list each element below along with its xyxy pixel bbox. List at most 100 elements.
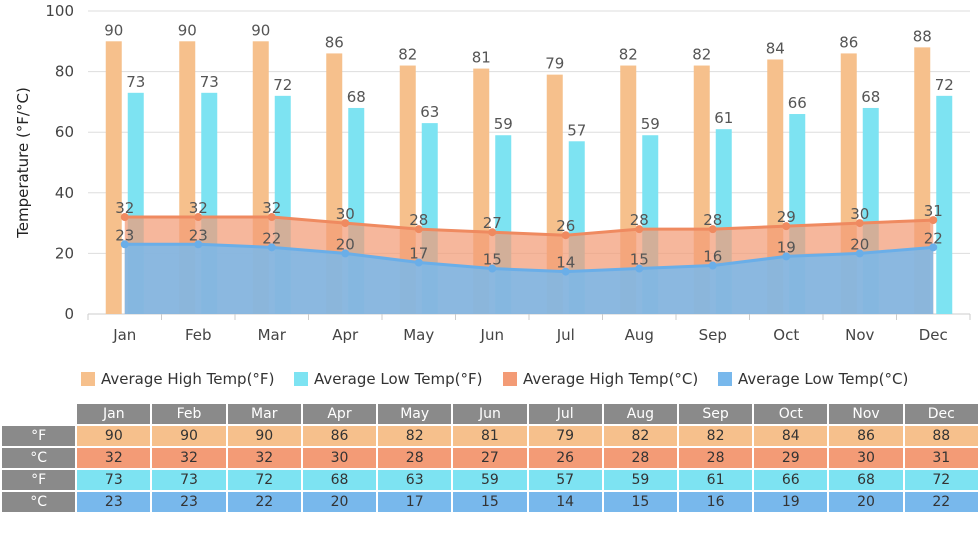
table-header-month: Mar	[227, 404, 301, 424]
label-low-c: 17	[409, 244, 428, 262]
legend-swatch	[503, 372, 517, 386]
legend-item[interactable]: Average High Temp(°C)	[503, 366, 698, 392]
table-row: °C 32 32 32 30 28 27 26 28 28 29 30 31	[2, 448, 978, 468]
area-low-c	[124, 244, 934, 314]
label-high-f: 90	[104, 21, 123, 39]
label-low-c: 23	[115, 226, 134, 244]
table-row-label: °F	[2, 470, 76, 490]
table-cell: 31	[904, 448, 978, 468]
label-high-f: 79	[545, 55, 564, 73]
point-high-c	[488, 228, 497, 237]
label-low-f: 59	[641, 115, 660, 133]
label-high-c: 32	[262, 199, 281, 217]
table-cell: 68	[302, 470, 377, 490]
table-cell: 30	[829, 448, 903, 468]
label-high-f: 86	[325, 33, 344, 51]
table-row-label: °C	[2, 448, 76, 468]
table-cell: 23	[152, 492, 226, 512]
label-high-c: 31	[924, 202, 943, 220]
label-low-f: 57	[567, 121, 586, 139]
label-low-f: 72	[273, 76, 292, 94]
table-cell: 90	[77, 426, 151, 446]
point-low-c	[635, 264, 644, 273]
point-low-c	[267, 243, 276, 252]
label-high-f: 90	[251, 21, 270, 39]
table-cell: 90	[227, 426, 301, 446]
bar-high-f	[105, 41, 122, 315]
table-row: °F 73 73 72 68 63 59 57 59 61 66 68 72	[2, 470, 978, 490]
table-cell: 72	[904, 470, 978, 490]
table-header-month: Jan	[77, 404, 151, 424]
label-high-f: 90	[178, 21, 197, 39]
legend-label: Average High Temp(°C)	[523, 370, 699, 388]
y-tick-label: 100	[45, 2, 74, 20]
point-high-c	[708, 225, 717, 234]
table-cell: 26	[528, 448, 602, 468]
y-axis-label: Temperature (°F/°C)	[14, 87, 32, 239]
point-high-c	[194, 213, 203, 222]
label-low-f: 68	[861, 88, 880, 106]
x-tick-label: Nov	[845, 326, 874, 344]
table-cell: 32	[77, 448, 151, 468]
table-cell: 82	[603, 426, 677, 446]
y-tick-label: 80	[55, 63, 74, 81]
table-cell: 73	[152, 470, 226, 490]
line-low-c	[124, 242, 934, 274]
label-low-f: 73	[126, 73, 145, 91]
table-cell: 73	[77, 470, 151, 490]
table-row: °F 90 90 90 86 82 81 79 82 82 84 86 88	[2, 426, 978, 446]
legend-label: Average Low Temp(°C)	[738, 370, 909, 388]
table-cell: 68	[829, 470, 903, 490]
table-cell: 57	[528, 470, 602, 490]
label-low-c: 22	[262, 229, 281, 247]
table-row-label: °C	[2, 492, 76, 512]
table-cell: 28	[378, 448, 452, 468]
point-high-c	[929, 216, 938, 225]
table-header-month: Feb	[152, 404, 226, 424]
label-high-c: 26	[556, 217, 575, 235]
table-cell: 82	[378, 426, 452, 446]
label-high-c: 28	[409, 211, 428, 229]
label-low-c: 23	[189, 226, 208, 244]
table-cell: 82	[678, 426, 753, 446]
table-cell: 14	[528, 492, 602, 512]
x-tick-label: Jul	[556, 326, 575, 344]
label-high-f: 82	[619, 46, 638, 64]
table-header-month: Jul	[528, 404, 602, 424]
legend-item[interactable]: Average High Temp(°F)	[81, 366, 274, 392]
chart-legend: Average High Temp(°F) Average Low Temp(°F…	[0, 366, 980, 392]
label-high-c: 28	[630, 211, 649, 229]
label-high-f: 86	[839, 33, 858, 51]
x-tick-label: Aug	[625, 326, 654, 344]
table-cell: 15	[453, 492, 527, 512]
legend-item[interactable]: Average Low Temp(°F)	[294, 366, 482, 392]
table-cell: 86	[302, 426, 377, 446]
x-tick-label: Jan	[112, 326, 136, 344]
x-tick-label: Feb	[185, 326, 212, 344]
table-cell: 28	[603, 448, 677, 468]
table-cell: 32	[227, 448, 301, 468]
label-high-c: 32	[115, 199, 134, 217]
point-high-c	[341, 219, 350, 228]
point-low-c	[561, 267, 570, 276]
x-tick-label: Dec	[919, 326, 948, 344]
legend-item[interactable]: Average Low Temp(°C)	[718, 366, 908, 392]
table-cell: 72	[227, 470, 301, 490]
table-cell: 61	[678, 470, 753, 490]
point-low-c	[414, 258, 423, 267]
x-tick-label: May	[403, 326, 434, 344]
table-row: °C 23 23 22 20 17 15 14 15 16 19 20 22	[2, 492, 978, 512]
label-high-c: 32	[189, 199, 208, 217]
table-cell: 84	[754, 426, 828, 446]
table-cell: 59	[603, 470, 677, 490]
table-cell: 32	[152, 448, 226, 468]
point-low-c	[708, 261, 717, 270]
point-low-c	[120, 240, 129, 249]
label-low-f: 66	[788, 94, 807, 112]
label-low-c: 20	[850, 235, 869, 253]
x-tick-label: Sep	[699, 326, 727, 344]
x-tick-label: Apr	[332, 326, 359, 344]
point-low-c	[194, 240, 203, 249]
label-low-f: 63	[420, 103, 439, 121]
label-low-f: 61	[714, 109, 733, 127]
